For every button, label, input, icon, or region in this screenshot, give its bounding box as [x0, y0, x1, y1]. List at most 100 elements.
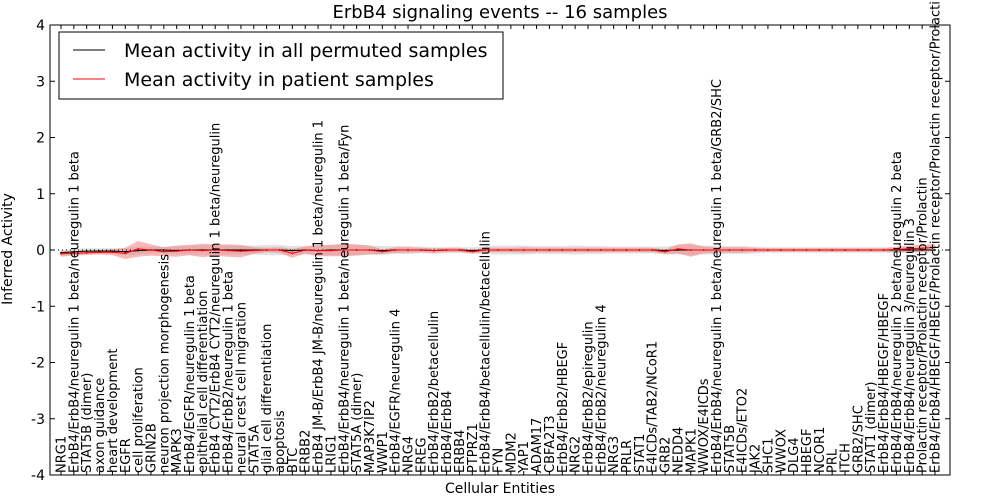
x-tick-label: apoptosis: [273, 410, 288, 473]
series-1-point: [715, 249, 718, 251]
x-tick-label: NRG2: [569, 436, 584, 473]
series-1-point: [805, 249, 808, 251]
x-tick-label: GRIN2B: [145, 423, 160, 473]
series-1-point: [612, 249, 615, 251]
x-tick-label: LRIG1: [324, 435, 339, 473]
x-tick-label: NEDD4: [671, 427, 686, 473]
series-1-point: [471, 250, 474, 253]
series-1-point: [432, 249, 435, 252]
x-tick-label: ErbB4/EGFR/neuregulin 4: [389, 309, 404, 473]
series-1-point: [754, 249, 756, 251]
series-1-point: [342, 249, 345, 251]
x-tick-label: SHC1: [761, 438, 776, 473]
series-1-point: [882, 249, 885, 251]
x-tick-label: neural crest cell migration: [234, 302, 249, 473]
x-tick-label: axon guidance: [93, 378, 108, 473]
x-tick-label: ErbB4/ErbB4/neuregulin 1 beta/neuregulin…: [337, 125, 352, 473]
series-1-point: [587, 249, 589, 251]
y-tick-label: -3: [31, 412, 45, 428]
x-tick-label: HBEGF: [800, 429, 815, 473]
series-1-point: [419, 249, 422, 251]
series-1-point: [317, 249, 319, 252]
series-1-point: [548, 249, 551, 251]
x-tick-label: ErbB4/ErbB2/betacellulin: [427, 311, 442, 473]
series-1-point: [137, 247, 140, 250]
x-tick-label: MDM2: [504, 432, 519, 473]
legend-box: [58, 31, 504, 100]
x-tick-label: ERBB4: [453, 430, 468, 473]
x-tick-label: MAP3K7IP2: [363, 400, 378, 473]
x-tick-label: YAP1: [517, 441, 532, 474]
series-0-point: [291, 249, 294, 252]
series-1-point: [150, 249, 152, 251]
x-tick-label: ErbB4/ErbB4/neuregulin 1 beta/neuregulin…: [67, 151, 82, 473]
x-tick-label: MAPK3: [170, 428, 185, 473]
x-tick-label: ErbB4 CYT2/ErbB4 CYT2/neuregulin 1 beta/…: [209, 123, 224, 473]
series-1-point: [741, 249, 744, 251]
x-tick-label: NCOR1: [813, 427, 828, 473]
series-1-point: [664, 250, 666, 253]
y-tick-label: -4: [31, 468, 45, 484]
x-tick-label: ErbB4/ErbB2/neuregulin 4: [594, 304, 609, 473]
x-tick-label: PRLR: [620, 440, 635, 473]
legend-label: Mean activity in all permuted samples: [124, 40, 487, 62]
x-axis-label: Cellular Entities: [445, 481, 555, 497]
series-1-point: [458, 249, 461, 251]
series-1-point: [856, 249, 859, 251]
x-tick-label: ErbB4 JM-B/ErbB4 JM-B/neuregulin 1 beta/…: [312, 120, 327, 473]
x-tick-label: ErbB4/ErbB4/neuregulin 2 beta/neuregulin…: [890, 151, 905, 473]
series-1-point: [638, 249, 641, 251]
series-1-point: [689, 249, 692, 251]
y-tick-label: 0: [36, 243, 45, 259]
legend-label: Mean activity in patient samples: [124, 69, 434, 91]
series-1-point: [934, 246, 936, 249]
series-1-point: [227, 249, 229, 252]
series-1-point: [535, 249, 538, 251]
series-1-point: [445, 249, 448, 251]
x-tick-label: WWP1: [376, 431, 391, 473]
series-1-point: [651, 249, 654, 251]
x-tick-label: ErbB4/ErbB4/HBEGF/HBEGF: [877, 293, 892, 473]
series-1-point: [792, 249, 795, 251]
x-tick-label: epithelial cell differentiation: [196, 291, 211, 473]
x-tick-label: WWOX/E4ICDs: [697, 378, 712, 473]
series-0-point: [124, 250, 127, 253]
x-tick-label: heart development: [106, 348, 121, 473]
series-1-point: [779, 249, 782, 251]
series-0-point: [85, 250, 88, 253]
x-tick-label: STAT5A (dimer): [350, 373, 365, 473]
x-tick-label: STAT5B: [723, 425, 738, 473]
y-tick-label: 1: [36, 187, 45, 203]
series-1-point: [124, 252, 127, 255]
series-1-point: [201, 249, 204, 252]
series-0-point: [137, 249, 140, 252]
x-tick-label: CBFA2T3: [543, 415, 558, 473]
x-tick-label: STAT5B (dimer): [80, 373, 95, 473]
x-tick-label: cell proliferation: [132, 367, 147, 473]
series-1-point: [831, 249, 834, 251]
series-1-point: [394, 249, 397, 251]
x-tick-label: STAT1 (dimer): [864, 382, 879, 473]
x-tick-label: ErbB4/ErbB4/neuregulin 1 beta/neuregulin…: [710, 79, 725, 473]
x-tick-label: ErbB4/ErbB2/HBEGF: [556, 342, 571, 473]
series-1-point: [677, 247, 679, 250]
y-tick-label: 3: [36, 74, 45, 90]
x-tick-label: ErbB4/ErbB4/neuregulin 3/neuregulin 3: [903, 218, 918, 473]
x-tick-label: neuron projection morphogenesis: [157, 254, 172, 473]
series-1-point: [291, 252, 294, 255]
series-1-point: [497, 249, 499, 251]
y-tick-label: -2: [31, 356, 45, 372]
x-tick-label: ErbB4/ErbB2/neuregulin 1 beta: [222, 271, 237, 473]
series-1-point: [368, 249, 371, 251]
series-1-point: [381, 250, 384, 253]
series-1-point: [767, 249, 769, 251]
x-tick-label: JAK2: [749, 444, 764, 474]
series-1-point: [355, 249, 358, 251]
series-1-point: [599, 249, 602, 251]
x-tick-label: ITCH: [839, 443, 854, 473]
x-tick-label: DLG4: [787, 437, 802, 473]
x-tick-label: E4ICDs/TAB2/NCoR1: [646, 341, 661, 473]
x-tick-label: E4ICDs/ETO2: [736, 388, 751, 473]
x-tick-label: GRB2/SHC: [851, 405, 866, 473]
